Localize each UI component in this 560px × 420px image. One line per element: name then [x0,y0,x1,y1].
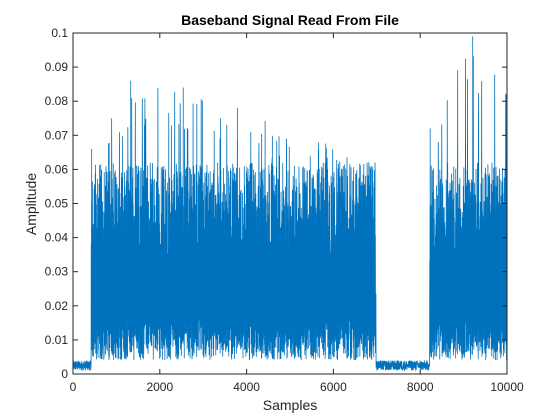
y-axis-label: Amplitude [23,173,39,235]
x-tick-label: 4000 [233,380,260,394]
y-tick-label: 0.1 [51,26,68,40]
y-tick-label: 0.06 [45,162,69,176]
x-tick-label: 10000 [490,380,524,394]
x-axis: 0 2000 4000 6000 8000 10000 [70,33,524,394]
x-tick-label: 8000 [407,380,434,394]
y-tick-label: 0.08 [45,94,69,108]
y-tick-label: 0.01 [45,333,69,347]
y-axis: 0 0.01 0.02 0.03 0.04 0.05 0.06 0.07 0.08 0.09 0.1 [45,26,507,381]
y-tick-label: 0.07 [45,128,69,142]
y-tick-label: 0.03 [45,265,69,279]
plot-area [72,36,508,372]
x-tick-label: 6000 [320,380,347,394]
x-tick-label: 2000 [146,380,173,394]
x-tick-label: 0 [70,380,77,394]
y-tick-label: 0.09 [45,60,69,74]
y-tick-label: 0 [61,367,68,381]
chart-title: Baseband Signal Read From File [181,12,399,28]
y-tick-label: 0.04 [45,231,69,245]
y-tick-label: 0.05 [45,197,69,211]
y-tick-label: 0.02 [45,299,69,313]
signal-line [72,36,508,372]
x-axis-label: Samples [263,397,317,413]
